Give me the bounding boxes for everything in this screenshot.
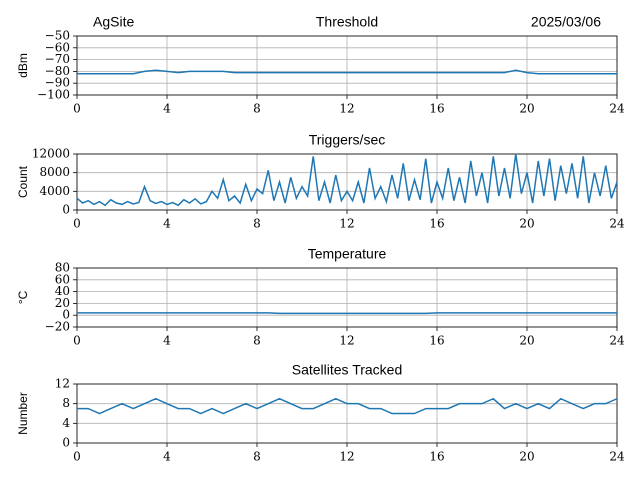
- x-tick-label: 20: [519, 102, 534, 116]
- chart-title: Temperature: [308, 246, 387, 262]
- y-tick-label: 8000: [39, 165, 70, 179]
- y-tick-label: 4000: [39, 184, 70, 198]
- y-tick-label: 4: [62, 416, 70, 430]
- x-tick-label: 12: [339, 334, 354, 348]
- y-tick-label: 0: [62, 203, 70, 217]
- y-tick-label: −20: [45, 320, 70, 334]
- x-tick-label: 12: [339, 450, 354, 464]
- y-axis-label: Number: [16, 392, 30, 435]
- date-label: 2025/03/06: [531, 14, 601, 30]
- y-tick-label: −60: [45, 40, 70, 54]
- x-tick-label: 16: [429, 450, 444, 464]
- y-tick-label: 0: [62, 308, 70, 322]
- y-tick-label: 0: [62, 436, 70, 450]
- y-axis-label: Count: [16, 165, 30, 198]
- y-tick-label: −70: [45, 52, 70, 66]
- data-line: [77, 312, 617, 315]
- y-tick-label: −50: [45, 29, 70, 43]
- x-tick-label: 4: [163, 334, 171, 348]
- x-tick-label: 12: [339, 102, 354, 116]
- site-label: AgSite: [93, 14, 134, 30]
- data-line: [76, 153, 618, 207]
- x-tick-label: 24: [609, 217, 625, 231]
- x-tick-label: 8: [253, 217, 261, 231]
- y-axis-label: dBm: [16, 53, 30, 78]
- y-tick-label: 12: [55, 377, 70, 391]
- x-tick-label: 20: [519, 450, 534, 464]
- x-tick-label: 16: [429, 217, 444, 231]
- y-tick-label: 60: [55, 272, 70, 286]
- x-tick-label: 4: [163, 217, 171, 231]
- x-tick-label: 0: [73, 334, 81, 348]
- x-tick-label: 4: [163, 102, 171, 116]
- x-tick-label: 4: [163, 450, 171, 464]
- plot-frame: [76, 267, 618, 328]
- x-tick-label: 16: [429, 334, 444, 348]
- plot-frame: [76, 35, 618, 96]
- y-tick-label: −90: [45, 76, 70, 90]
- x-tick-label: 24: [609, 334, 625, 348]
- y-tick-label: −100: [37, 88, 70, 102]
- data-line: [77, 69, 617, 75]
- y-axis-label: °C: [16, 290, 30, 304]
- x-tick-label: 20: [519, 334, 534, 348]
- y-tick-label: 80: [55, 261, 70, 275]
- y-tick-label: −80: [45, 64, 70, 78]
- x-tick-label: 8: [253, 450, 261, 464]
- y-tick-label: 20: [55, 296, 70, 310]
- x-tick-label: 12: [339, 217, 354, 231]
- x-tick-label: 8: [253, 102, 261, 116]
- y-tick-label: 8: [62, 396, 70, 410]
- chart-title: Satellites Tracked: [292, 362, 403, 378]
- chart-title: Threshold: [316, 14, 378, 30]
- plot-frame: [76, 383, 618, 444]
- y-tick-label: 40: [55, 284, 70, 298]
- x-tick-label: 20: [519, 217, 534, 231]
- x-tick-label: 24: [609, 102, 625, 116]
- y-tick-label: 12000: [32, 147, 70, 161]
- x-tick-label: 0: [73, 217, 81, 231]
- x-tick-label: 0: [73, 450, 81, 464]
- x-tick-label: 0: [73, 102, 81, 116]
- data-line: [77, 397, 618, 415]
- chart-title: Triggers/sec: [309, 132, 386, 148]
- x-tick-label: 16: [429, 102, 444, 116]
- x-tick-label: 24: [609, 450, 625, 464]
- x-tick-label: 8: [253, 334, 261, 348]
